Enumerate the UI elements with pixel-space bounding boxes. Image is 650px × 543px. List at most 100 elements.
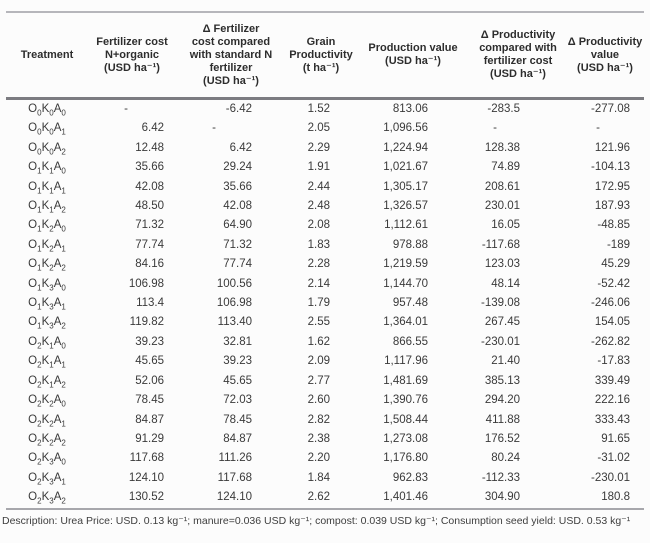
cell-delta-productivity-value: 91.65 [601,432,630,445]
table-row: O2K3A1 124.10 117.68 1.84 962.83 -112.33… [6,469,644,488]
cell-treatment: O1K3A1 [28,297,66,312]
cell-fertilizer-cost: 48.50 [135,200,164,213]
cell-grain-productivity: 2.60 [307,394,330,407]
cell-delta-fertilizer-cost: 29.24 [223,161,252,174]
cell-delta-fertilizer-cost: 72.03 [223,394,252,407]
cell-fertilizer-cost: 52.06 [135,374,164,387]
cell-delta-fertilizer-cost: 35.66 [223,180,252,193]
table-row: O2K2A1 84.87 78.45 2.82 1,508.44 411.88 … [6,411,644,430]
cell-delta-productivity-vs-cost: 267.45 [484,316,520,329]
cell-fertilizer-cost: - [124,103,128,115]
cell-grain-productivity: 1.52 [307,103,330,115]
cell-delta-productivity-value: -17.83 [597,355,630,368]
cell-treatment: O2K1A0 [28,335,66,351]
cell-grain-productivity: 2.77 [307,374,330,387]
table-row: O0K0A0 - -6.42 1.52 813.06 -283.5 -277.0… [6,99,644,120]
cell-production-value: 1,508.44 [383,413,428,426]
table-row: O1K3A0 106.98 100.56 2.14 1,144.70 48.14… [6,275,644,294]
cell-grain-productivity: 2.82 [307,413,330,426]
cell-delta-productivity-vs-cost: 21.40 [491,355,520,368]
cell-treatment: O0K0A2 [28,141,66,157]
table-row: O1K1A2 48.50 42.08 2.48 1,326.57 230.01 … [6,197,644,216]
cell-production-value: 978.88 [392,238,428,251]
cell-grain-productivity: 2.09 [307,355,330,368]
cell-production-value: 1,096.56 [383,122,428,135]
cell-delta-fertilizer-cost: 124.10 [216,491,252,504]
table-row: O2K3A0 117.68 111.26 2.20 1,176.80 80.24… [6,449,644,468]
table-row: O1K3A1 113.4 106.98 1.79 957.48 -139.08 … [6,294,644,313]
table-row: O0K0A2 12.48 6.42 2.29 1,224.94 128.38 1… [6,139,644,158]
cell-fertilizer-cost: 124.10 [128,471,164,484]
column-header-production-value: Production value (USD ha⁻¹) [356,12,470,100]
table-row: O2K2A2 91.29 84.87 2.38 1,273.08 176.52 … [6,430,644,449]
cell-delta-fertilizer-cost: 71.32 [223,238,252,251]
cell-delta-fertilizer-cost: 84.87 [223,432,252,445]
cell-fertilizer-cost: 106.98 [128,277,164,290]
cell-treatment: O0K0A0 [28,103,66,118]
cell-treatment: O2K3A0 [28,452,66,467]
cell-treatment: O2K2A2 [28,432,66,448]
cell-production-value: 1,305.17 [383,180,428,193]
cell-treatment: O1K1A2 [28,200,66,215]
cell-delta-fertilizer-cost: 6.42 [229,141,252,154]
cell-delta-productivity-vs-cost: 123.03 [484,258,520,271]
cell-production-value: 1,273.08 [383,432,428,445]
table-row: O2K2A0 78.45 72.03 2.60 1,390.76 294.20 … [6,391,644,410]
cell-delta-productivity-vs-cost: -112.33 [481,471,520,484]
cell-delta-productivity-value: -104.13 [590,161,630,174]
cell-fertilizer-cost: 119.82 [129,316,164,329]
cell-delta-productivity-vs-cost: 48.14 [491,277,520,290]
cell-grain-productivity: 1.84 [307,471,330,484]
cell-treatment: O0K0A1 [28,122,66,137]
table-row: O1K2A1 77.74 71.32 1.83 978.88 -117.68 -… [6,236,644,255]
table-row: O1K1A0 35.66 29.24 1.91 1,021.67 74.89 -… [6,158,644,177]
cell-delta-productivity-value: 333.43 [594,413,630,426]
cell-grain-productivity: 2.05 [307,122,330,135]
cell-delta-productivity-vs-cost: -139.08 [480,297,520,310]
cell-grain-productivity: 2.62 [307,491,330,504]
cell-treatment: O1K1A0 [28,161,66,176]
cell-delta-productivity-vs-cost: -117.68 [481,238,520,251]
cell-production-value: 1,112.61 [384,219,428,232]
header-row: Treatment Fertilizer cost N+organic (USD… [6,12,644,100]
cell-grain-productivity: 2.48 [307,200,330,213]
cell-treatment: O2K2A1 [28,413,66,428]
cell-delta-productivity-value: -31.02 [597,452,630,465]
cell-fertilizer-cost: 117.68 [129,452,164,465]
table-footnote: Description: Urea Price: USD. 0.13 kg⁻¹;… [2,514,631,527]
cell-delta-productivity-value: 154.05 [594,316,630,329]
cell-delta-productivity-value: -48.85 [597,219,630,232]
table-row: O2K3A2 130.52 124.10 2.62 1,401.46 304.9… [6,488,644,508]
cell-production-value: 962.83 [392,471,428,484]
cell-grain-productivity: 2.28 [307,258,330,271]
column-header-delta-fertilizer-cost: Δ Fertilizer cost compared with standard… [176,12,286,100]
cell-delta-fertilizer-cost: 117.68 [217,471,252,484]
cell-grain-productivity: 2.44 [307,180,330,193]
cell-fertilizer-cost: 77.74 [135,238,164,251]
cell-fertilizer-cost: 39.23 [135,335,164,348]
cell-delta-productivity-vs-cost: -283.5 [487,103,520,115]
column-header-grain-productivity: Grain Productivity (t ha⁻¹) [286,12,356,100]
table-row: O1K2A0 71.32 64.90 2.08 1,112.61 16.05 -… [6,216,644,235]
cell-production-value: 1,364.01 [383,316,428,329]
cell-treatment: O2K3A2 [28,491,66,506]
cell-production-value: 813.06 [392,103,428,115]
cell-delta-productivity-value: 339.49 [594,374,630,387]
cell-treatment: O1K2A0 [28,219,66,234]
column-header-delta-productivity-value: Δ Productivity value (USD ha⁻¹) [566,12,644,100]
table-row: O2K1A1 45.65 39.23 2.09 1,117.96 21.40 -… [6,352,644,371]
cell-delta-productivity-vs-cost: 128.38 [484,141,520,154]
cell-production-value: 1,390.76 [383,394,428,407]
cell-delta-fertilizer-cost: -6.42 [225,103,252,115]
table-body: O0K0A0 - -6.42 1.52 813.06 -283.5 -277.0… [6,99,644,509]
cell-delta-productivity-value: 121.96 [594,141,630,154]
table-row: O1K1A1 42.08 35.66 2.44 1,305.17 208.61 … [6,178,644,197]
column-header-treatment: Treatment [6,12,88,100]
cell-delta-fertilizer-cost: 64.90 [223,219,252,232]
cell-fertilizer-cost: 78.45 [135,394,164,407]
cell-delta-fertilizer-cost: 45.65 [223,374,252,387]
cell-fertilizer-cost: 45.65 [135,355,164,368]
cell-delta-productivity-vs-cost: 230.01 [484,200,520,213]
cell-fertilizer-cost: 12.48 [135,141,164,154]
cell-treatment: O2K2A0 [28,394,66,409]
